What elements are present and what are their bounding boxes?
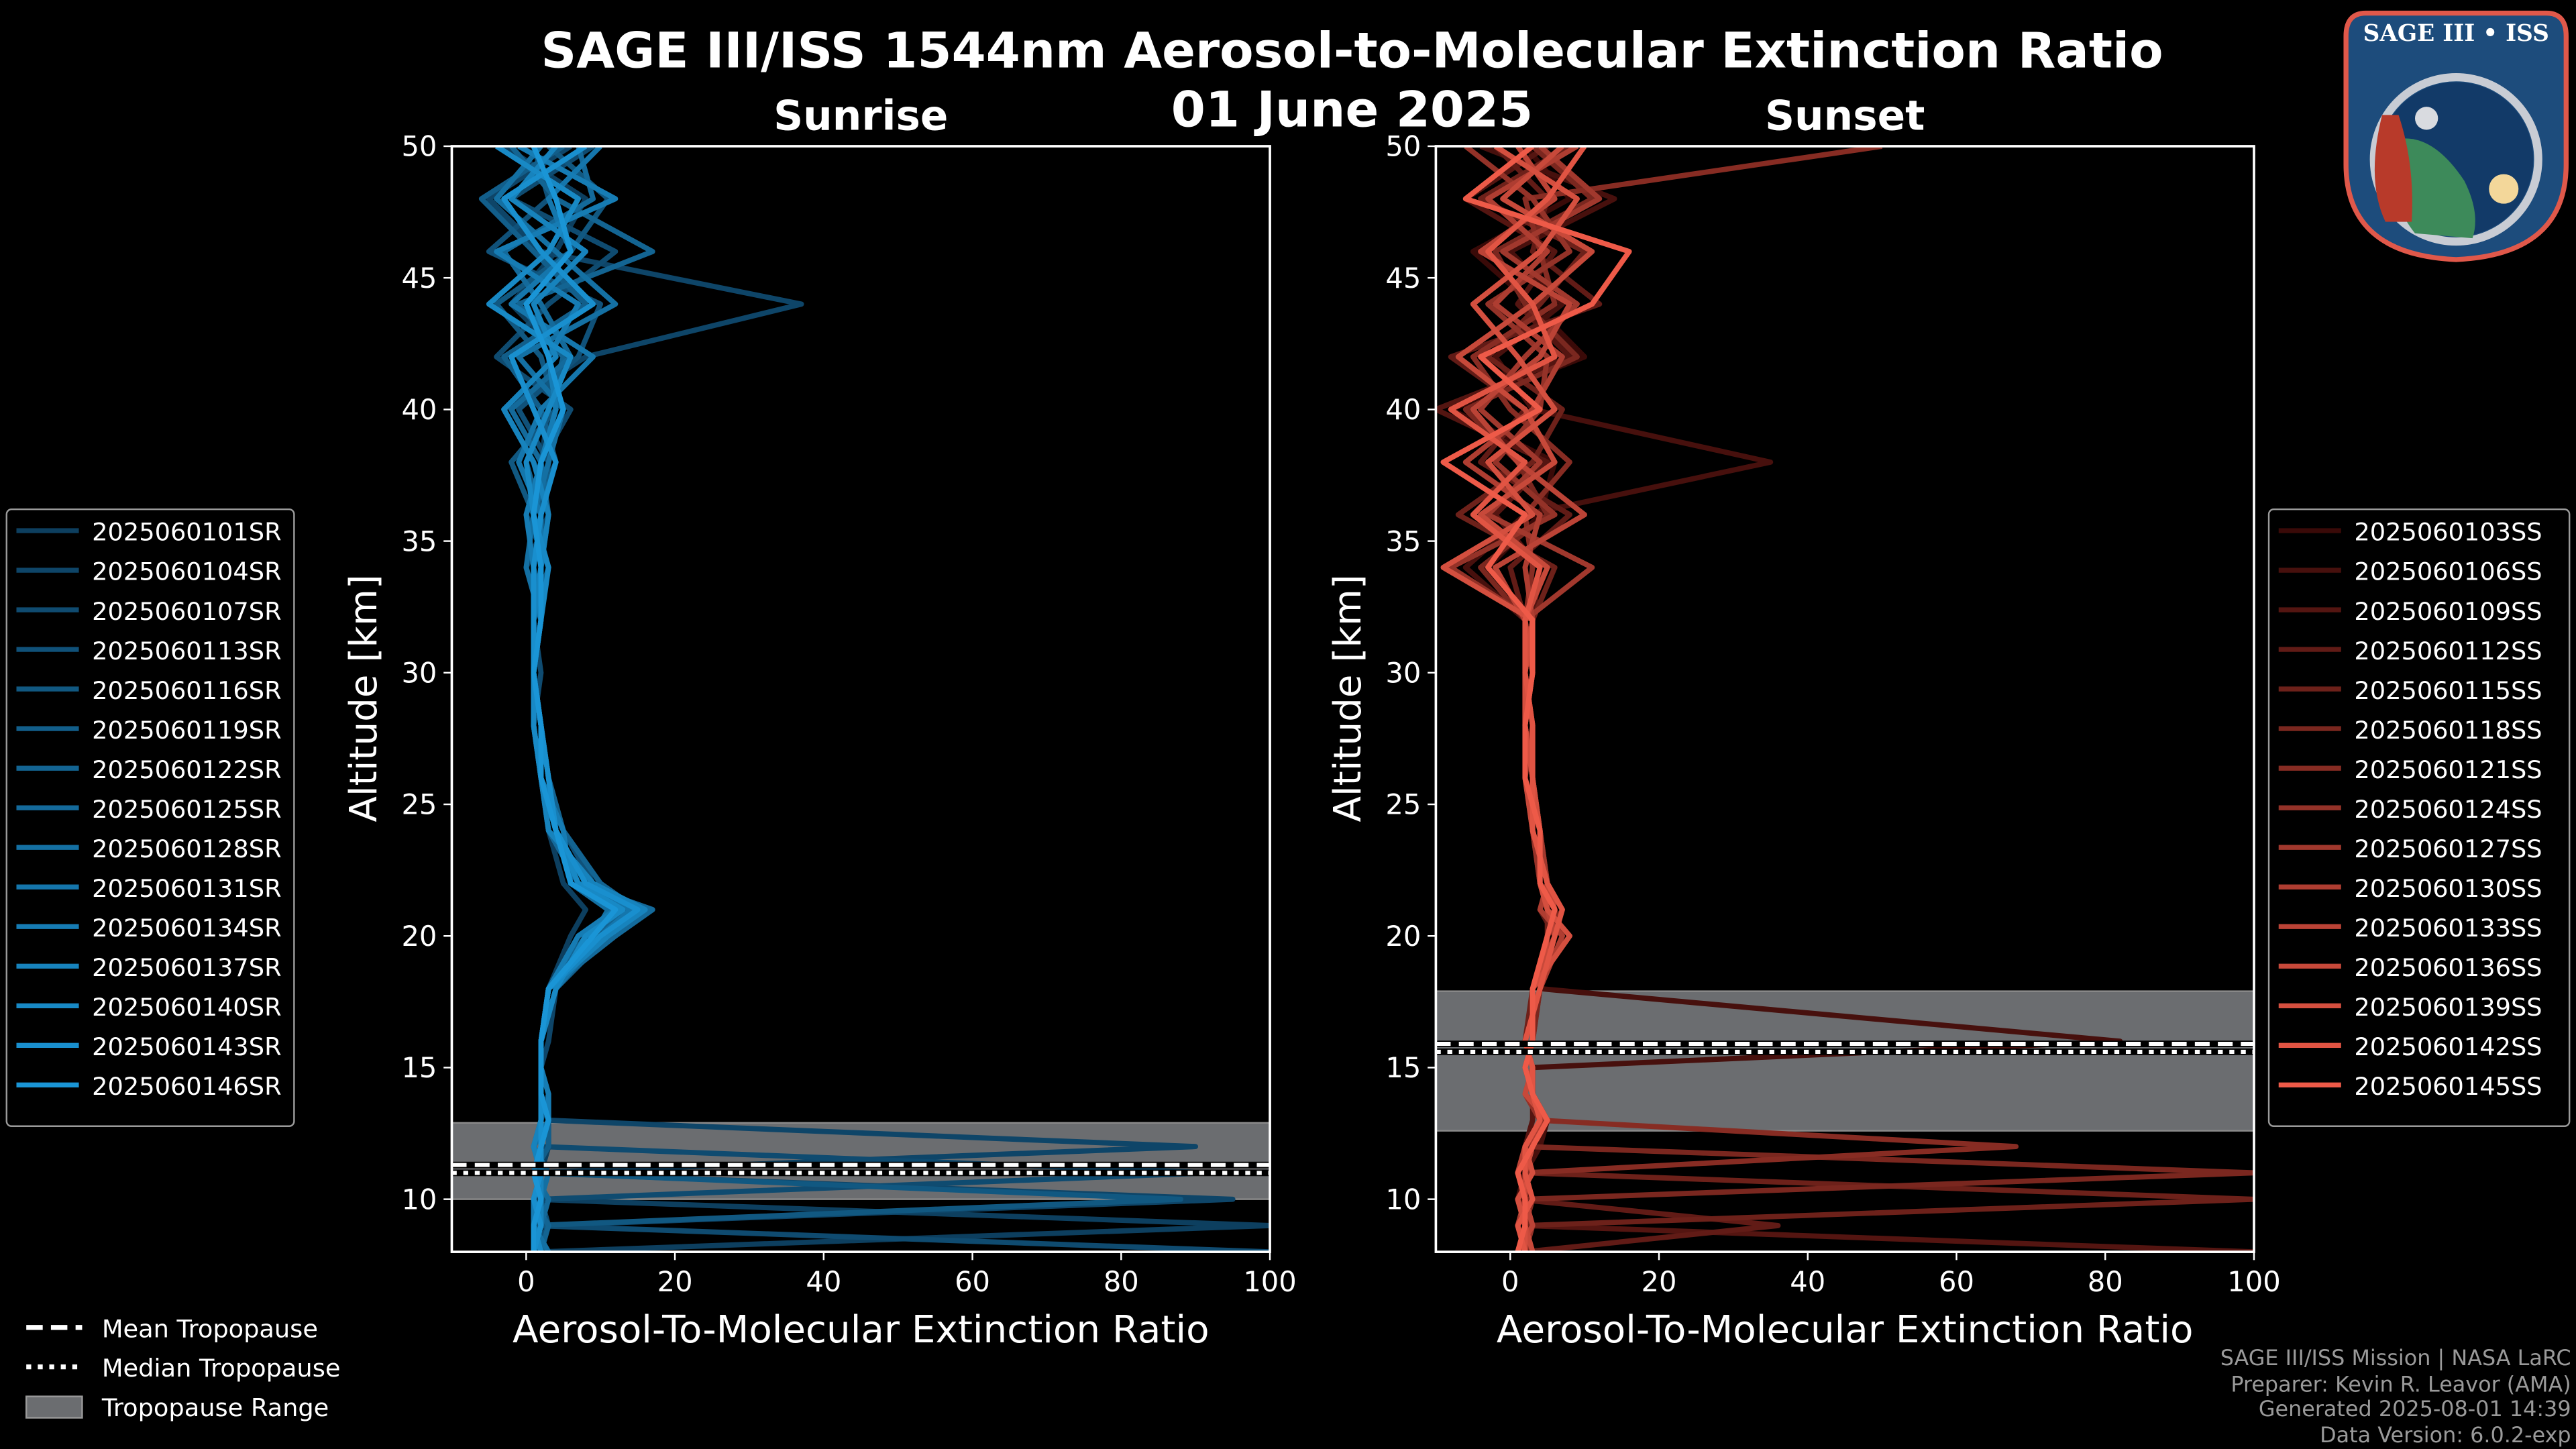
footer-data-version: Data Version: 6.0.2-exp [2320,1422,2571,1448]
x-tick-label: 100 [1243,1265,1296,1298]
legend-entry-label: 2025060115SS [2354,676,2542,705]
sunrise-panel: 0 20 40 60 80 100 10 15 20 25 30 35 40 45 50 [401,130,1296,1298]
sunset-axes-frame [1434,145,2255,1253]
sunset-x-axis-label: Aerosol-To-Molecular Extinction Ratio [1497,1308,2194,1352]
y-tick-label: 20 [1385,920,1421,953]
y-tick-label: 25 [401,788,437,821]
legend-entry-label: 2025060127SS [2354,835,2542,863]
y-tick-label: 50 [1385,130,1421,163]
legend-entry-label: 2025060131SR [92,874,281,903]
sunset-profile-2025060145SS [1440,146,1632,1252]
x-tick-label: 20 [657,1265,693,1298]
sage-iii-iss-logo: SAGE III • ISS [2343,10,2569,262]
sunrise-x-axis-label: Aerosol-To-Molecular Extinction Ratio [513,1308,1210,1352]
sunrise-profile-2025060146SR [523,146,619,1252]
y-tick-label: 30 [1385,656,1421,689]
footer-preparer: Preparer: Kevin R. Leavor (AMA) [2231,1371,2571,1397]
footer-mission: SAGE III/ISS Mission | NASA LaRC [2220,1345,2571,1371]
x-tick-label: 80 [1104,1265,1139,1298]
legend-entry-label: 2025060121SS [2354,755,2542,784]
legend-entry-label: 2025060116SR [92,676,281,705]
sunset-tropopause-range [1436,990,2254,1132]
legend-entry-label: 2025060109SS [2354,597,2542,626]
y-tick-label: 35 [1385,525,1421,557]
legend-entry-label: 2025060133SS [2354,914,2542,943]
sunrise-legend: 2025060101SR 2025060104SR 2025060107SR 2025… [5,508,295,1127]
legend-entry-label: 2025060128SR [92,835,281,863]
legend-entry-label: 2025060146SR [92,1072,281,1101]
legend-entry-label: 2025060107SR [92,597,281,626]
legend-entry-label: 2025060143SR [92,1032,281,1061]
legend-entry-label: 2025060140SR [92,993,281,1022]
x-tick-label: 60 [955,1265,990,1298]
x-tick-label: 20 [1642,1265,1677,1298]
y-tick-label: 10 [1385,1183,1421,1216]
legend-entry-label: 2025060125SR [92,795,281,824]
sunrise-y-axis-label: Altitude [km] [342,574,386,822]
legend-entry-label: 2025060118SS [2354,716,2542,745]
sunset-panel: 0 20 40 60 80 100 10 15 20 25 30 35 40 45 50 [1385,130,2280,1298]
y-tick-label: 45 [401,262,437,294]
footer-generated: Generated 2025-08-01 14:39 [2259,1396,2571,1421]
legend-entry-label: 2025060101SR [92,518,281,547]
y-tick-label: 25 [1385,788,1421,821]
median-tropopause-label: Median Tropopause [102,1354,341,1383]
sunset-legend: 2025060103SS 2025060106SS 2025060109SS 2025… [2267,508,2571,1127]
legend-entry-label: 2025060119SR [92,716,281,745]
y-tick-label: 40 [401,393,437,426]
sunset-legend-frame [2267,508,2571,1127]
legend-entry-label: 2025060145SS [2354,1072,2542,1101]
legend-entry-label: 2025060124SS [2354,795,2542,824]
legend-entry-label: 2025060142SS [2354,1032,2542,1061]
sunset-panel-title: Sunset [1765,92,1925,140]
legend-entry-label: 2025060139SS [2354,993,2542,1022]
x-tick-label: 0 [1501,1265,1519,1298]
tropopause-range-label: Tropopause Range [101,1393,329,1422]
y-tick-label: 35 [401,525,437,557]
legend-entry-label: 2025060113SR [92,637,281,665]
tropopause-legend: Mean Tropopause Median Tropopause Tropop… [25,1314,341,1422]
x-tick-label: 80 [2088,1265,2123,1298]
y-tick-label: 45 [1385,262,1421,294]
sunset-profile-2025060142SS [1448,146,1587,1252]
y-tick-label: 40 [1385,393,1421,426]
sunrise-legend-frame [5,508,295,1127]
legend-entry-label: 2025060112SS [2354,637,2542,665]
y-tick-label: 30 [401,656,437,689]
legend-entry-label: 2025060134SR [92,914,281,943]
logo-text: SAGE III • ISS [2363,20,2549,47]
y-tick-label: 15 [401,1051,437,1084]
legend-entry-label: 2025060103SS [2354,518,2542,547]
mean-tropopause-label: Mean Tropopause [102,1314,318,1343]
y-tick-label: 20 [401,920,437,953]
x-tick-label: 40 [1790,1265,1825,1298]
legend-entry-label: 2025060136SS [2354,953,2542,982]
sunrise-panel-title: Sunrise [773,92,948,140]
legend-entry-label: 2025060104SR [92,557,281,586]
legend-entry-label: 2025060106SS [2354,557,2542,586]
x-tick-label: 60 [1939,1265,1974,1298]
sunset-y-axis-label: Altitude [km] [1326,574,1370,822]
y-tick-label: 50 [401,130,437,163]
legend-entry-label: 2025060137SR [92,953,281,982]
y-tick-label: 15 [1385,1051,1421,1084]
x-tick-label: 40 [806,1265,841,1298]
legend-entry-label: 2025060122SR [92,755,281,784]
x-tick-label: 0 [517,1265,535,1298]
footer: SAGE III/ISS Mission | NASA LaRC Prepare… [2220,1345,2571,1448]
x-tick-label: 100 [2227,1265,2280,1298]
figure-title: SAGE III/ISS 1544nm Aerosol-to-Molecular… [541,22,2163,79]
sunrise-axes-frame [450,145,1271,1253]
legend-entry-label: 2025060130SS [2354,874,2542,903]
sunrise-profile-2025060137SR [501,146,648,1252]
y-tick-label: 10 [401,1183,437,1216]
tropopause-range-swatch [25,1395,83,1419]
figure-date: 01 June 2025 [1171,82,1534,139]
